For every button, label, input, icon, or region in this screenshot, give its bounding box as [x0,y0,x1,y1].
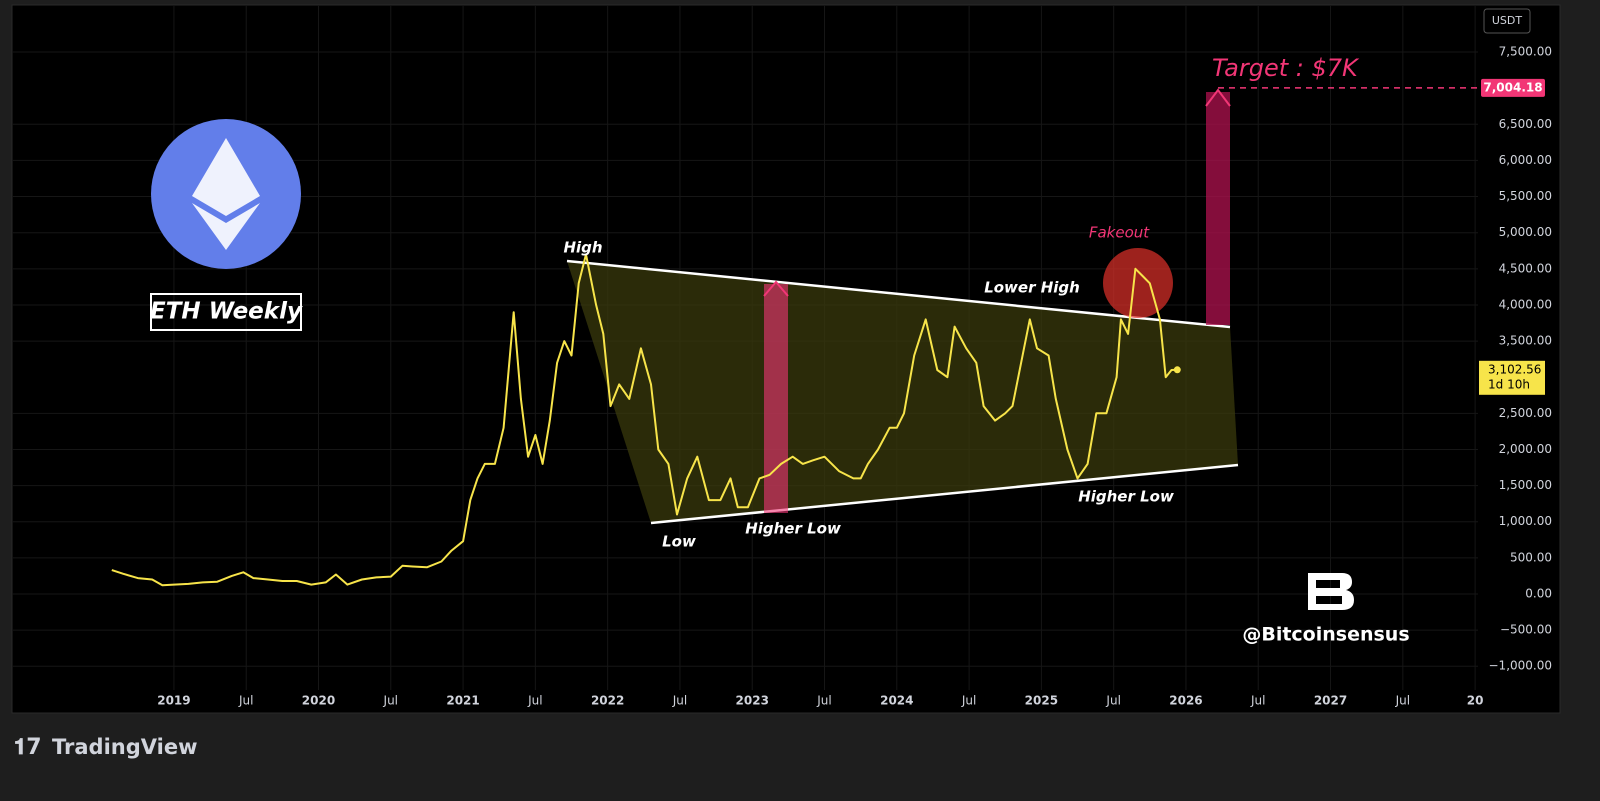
eth-logo-top [192,138,260,216]
y-tick-label: 4,000.00 [1499,297,1552,311]
annotation: Lower High [984,279,1080,297]
y-tick-label: 7,500.00 [1499,45,1552,59]
annotation: Higher Low [745,520,841,538]
y-tick-label: 1,500.00 [1499,478,1552,492]
footer-brand: TradingView [52,735,197,759]
brand-logo [1308,573,1354,610]
target-arrow [1206,92,1230,325]
watermark: @Bitcoinsensus [1242,624,1409,646]
x-tick-label: 2025 [1025,694,1058,708]
x-tick-label: Jul [1395,694,1410,708]
target-box [1481,78,1545,97]
x-tick-label: 2024 [880,694,913,708]
countdown: 1d 10h [1488,377,1530,391]
x-tick-label: Jul [527,694,542,708]
fakeout-circle [1103,248,1173,318]
currency: USDT [1492,14,1523,27]
y-tick-label: 5,000.00 [1499,225,1552,239]
y-tick-label: −500.00 [1500,623,1552,637]
y-tick-label: 0.00 [1525,586,1552,600]
y-tick-label: 4,500.00 [1499,261,1552,275]
currency-box [1483,8,1531,34]
title-box [150,293,302,331]
y-tick-label: 1,000.00 [1499,514,1552,528]
x-tick-label: 2022 [591,694,624,708]
lower-trendline [650,463,1239,525]
last-price-label: 3,102.56 [1488,362,1541,376]
chart-title: ETH Weekly [150,299,303,325]
x-tick-label: 20 [1467,694,1484,708]
x-tick-label: Jul [1250,694,1265,708]
x-tick-label: 2021 [446,694,479,708]
last-price-box [1479,360,1545,395]
arrow-head [1205,88,1231,107]
x-tick-label: Jul [672,694,687,708]
target-label: 7,004.18 [1483,80,1542,94]
x-tick-label: 2020 [302,694,335,708]
x-tick-label: 2019 [157,694,190,708]
upper-trendline [566,259,1231,329]
y-tick-label: 6,000.00 [1499,153,1552,167]
target-text: Target : $7K [1212,54,1360,82]
y-tick-label: 2,000.00 [1499,442,1552,456]
x-tick-label: Jul [961,694,976,708]
y-tick-label: 6,500.00 [1499,117,1552,131]
x-tick-label: 2023 [736,694,769,708]
x-tick-label: Jul [383,694,398,708]
x-tick-label: Jul [238,694,253,708]
arrow-head [763,280,789,297]
eth-logo-bottom [192,203,260,250]
y-tick-label: 2,500.00 [1499,406,1552,420]
x-tick-label: 2027 [1314,694,1347,708]
footer-logo: 𝟏7 [14,735,42,760]
annotation: Fakeout [1089,224,1150,242]
price-line [111,253,1178,587]
y-tick-label: 3,500.00 [1499,334,1552,348]
annotation: Higher Low [1078,488,1174,506]
x-tick-label: 2026 [1169,694,1202,708]
annotation: High [563,239,602,257]
y-tick-label: 5,500.00 [1499,189,1552,203]
annotation: Low [662,533,696,551]
x-tick-label: Jul [1105,694,1120,708]
last-point [1173,366,1181,374]
y-tick-label: 500.00 [1510,550,1552,564]
x-tick-label: Jul [816,694,831,708]
y-tick-label: −1,000.00 [1489,659,1553,673]
range-arrow [764,284,788,513]
